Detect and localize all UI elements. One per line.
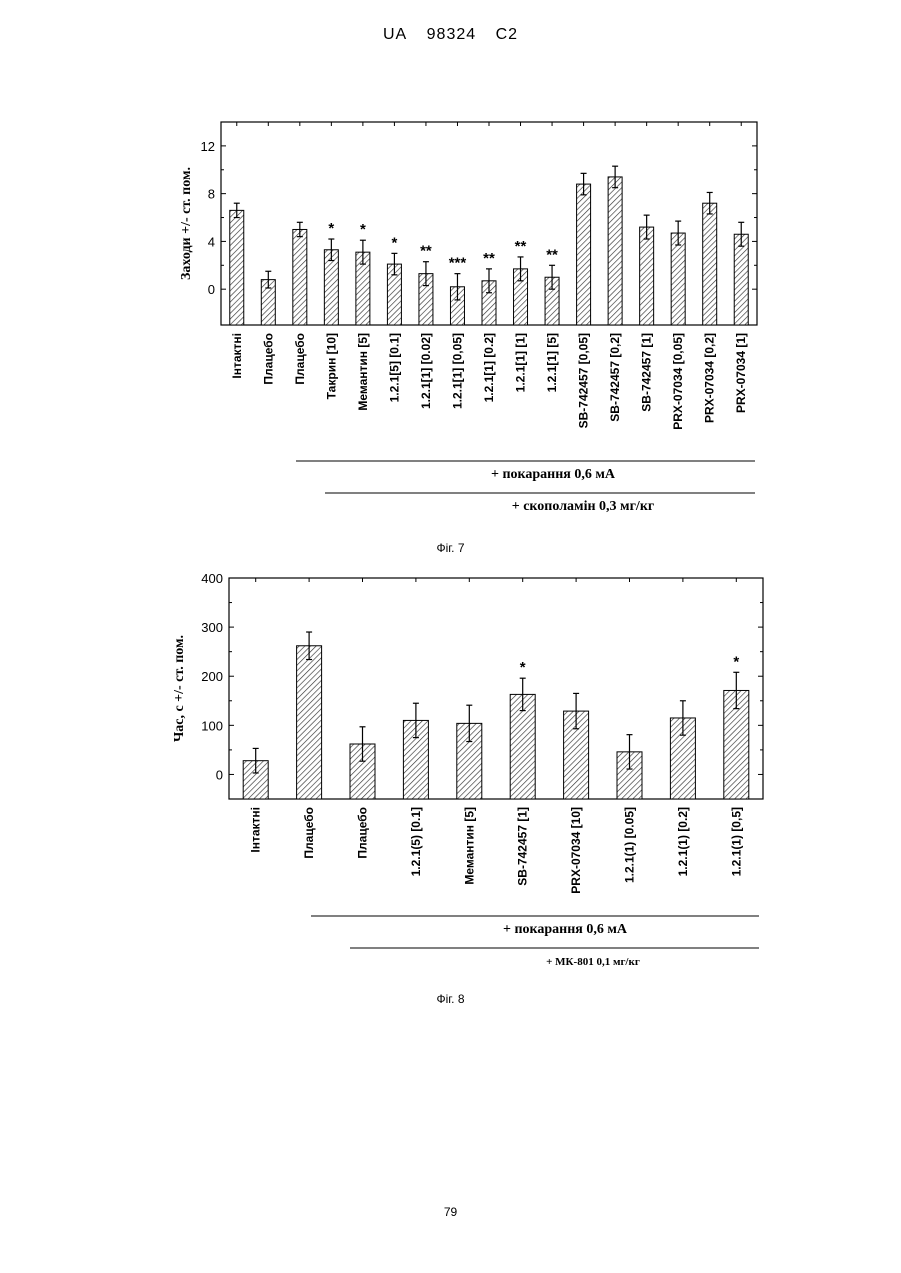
category-label: Плацебо — [302, 807, 316, 859]
category-label: PRX-07034 [10] — [569, 807, 583, 894]
figure-8-caption: Фіг. 8 — [0, 992, 901, 1006]
y-tick-label: 200 — [201, 669, 223, 684]
bracket-label-1: + покарання 0,6 мА — [503, 922, 628, 937]
category-label: SB-742457 [1] — [516, 807, 530, 886]
bar — [297, 646, 322, 799]
significance-marker: * — [733, 653, 739, 670]
y-tick-label: 300 — [201, 620, 223, 635]
page-number: 79 — [0, 1205, 901, 1219]
y-axis-label: Час, с +/- ст. пом. — [172, 635, 187, 742]
category-label: 1.2.1(1) [0,5] — [729, 807, 743, 876]
category-label: 1.2.1(1) [0.2] — [676, 807, 690, 876]
bracket-label-2: + МК-801 0,1 мг/кг — [546, 956, 640, 968]
category-label: Мемантин [5] — [462, 807, 476, 885]
significance-marker: * — [520, 659, 526, 676]
y-tick-label: 0 — [216, 767, 223, 782]
category-label: 1.2.1(1) [0.05] — [623, 807, 637, 883]
category-label: 1.2.1(5) [0.1] — [409, 807, 423, 876]
y-tick-label: 100 — [201, 718, 223, 733]
category-label: Плацебо — [356, 807, 370, 859]
category-label: Інтактні — [249, 807, 263, 853]
y-tick-label: 400 — [201, 571, 223, 586]
figure-8-chart: 0 100 200 300 400 Час, с +/- ст. пом. Інтактні… — [0, 0, 901, 1000]
